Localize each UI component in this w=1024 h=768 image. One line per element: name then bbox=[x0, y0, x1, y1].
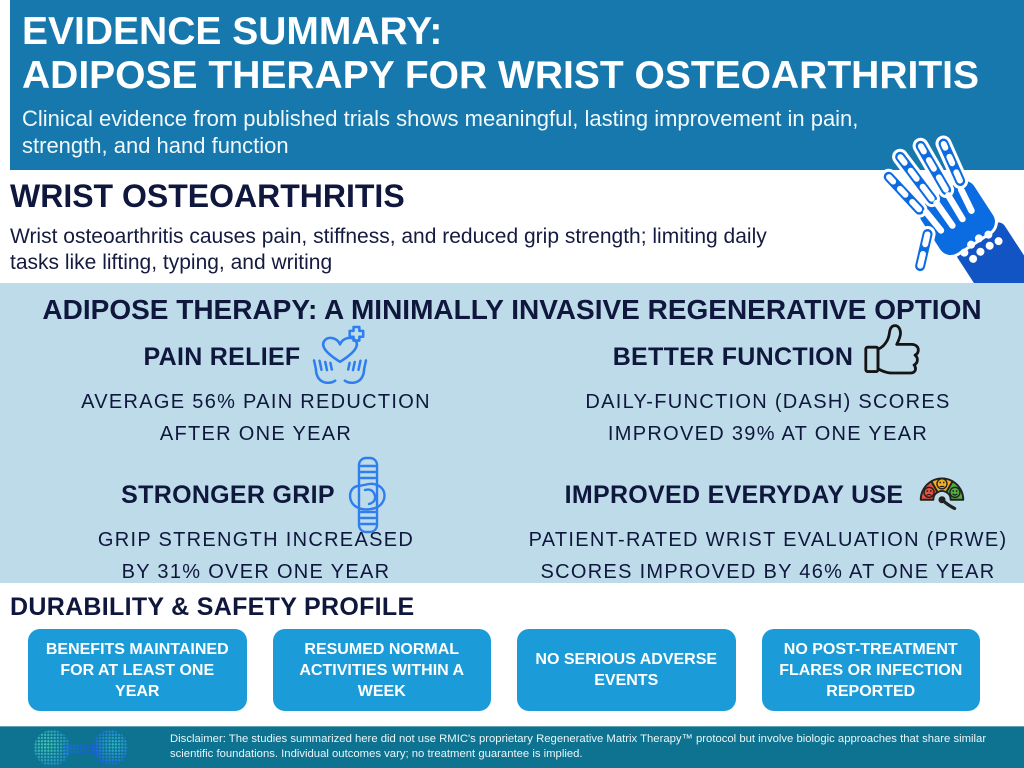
header-banner: EVIDENCE SUMMARY: ADIPOSE THERAPY FOR WR… bbox=[0, 0, 1024, 170]
benefit-stat-line1: AVERAGE 56% PAIN REDUCTION bbox=[81, 391, 431, 413]
page-title: EVIDENCE SUMMARY: ADIPOSE THERAPY FOR WR… bbox=[22, 10, 1014, 98]
safety-card-benefits-maintained: BENEFITS MAINTAINED FOR AT LEAST ONE YEA… bbox=[28, 629, 247, 711]
hands-holding-medical-heart-icon bbox=[312, 325, 367, 385]
safety-cards: BENEFITS MAINTAINED FOR AT LEAST ONE YEA… bbox=[28, 629, 980, 711]
skeletal-hand-icon bbox=[882, 135, 1024, 283]
intro-heading: WRIST OSTEOARTHRITIS bbox=[10, 178, 405, 214]
benefit-stat-line2: AFTER ONE YEAR bbox=[159, 423, 353, 445]
benefit-title: STRONGER GRIP bbox=[121, 480, 335, 509]
brand-logo bbox=[34, 730, 128, 766]
benefit-title: BETTER FUNCTION bbox=[612, 342, 854, 371]
benefit-stat-line2: IMPROVED 39% AT ONE YEAR bbox=[607, 423, 929, 445]
page-title-line1: EVIDENCE SUMMARY: bbox=[22, 10, 443, 53]
satisfaction-gauge-icon bbox=[920, 477, 965, 511]
benefit-stat-line2: SCORES IMPROVED BY 46% AT ONE YEAR bbox=[540, 561, 996, 583]
safety-card-resumed-activities: RESUMED NORMAL ACTIVITIES WITHIN A WEEK bbox=[272, 629, 491, 711]
safety-section: DURABILITY & SAFETY PROFILE BENEFITS MAI… bbox=[0, 583, 1024, 728]
therapy-heading: ADIPOSE THERAPY: A MINIMALLY INVASIVE RE… bbox=[42, 294, 982, 325]
benefit-better-function: BETTER FUNCTION DAILY-FUNCTION (DASH) SC… bbox=[512, 324, 1024, 450]
benefit-stat-line1: GRIP STRENGTH INCREASED bbox=[97, 529, 415, 551]
logo-connector-icon bbox=[63, 743, 99, 753]
safety-card-no-flares: NO POST-TREATMENT FLARES OR INFECTION RE… bbox=[761, 629, 980, 711]
benefit-improved-everyday-use: IMPROVED EVERYDAY USE bbox=[512, 472, 1024, 588]
thumbs-up-icon bbox=[864, 324, 921, 375]
logo-right-sphere-icon bbox=[92, 730, 128, 766]
disclaimer-text: Disclaimer: The studies summarized here … bbox=[170, 733, 987, 760]
page-subtitle: Clinical evidence from published trials … bbox=[22, 106, 859, 158]
intro-body-text: Wrist osteoarthritis causes pain, stiffn… bbox=[10, 225, 767, 274]
grip-dynamometer-icon bbox=[348, 456, 386, 534]
footer-bar: Disclaimer: The studies summarized here … bbox=[0, 726, 1024, 768]
page-title-line2: ADIPOSE THERAPY FOR WRIST OSTEOARTHRITIS bbox=[22, 54, 980, 97]
intro-section: WRIST OSTEOARTHRITIS Wrist osteoarthriti… bbox=[0, 170, 1024, 283]
benefit-stat-line1: DAILY-FUNCTION (DASH) SCORES bbox=[585, 391, 951, 413]
benefit-stronger-grip: STRONGER GRIP GRIP STRENGTH INCREASED B bbox=[0, 456, 512, 588]
safety-heading: DURABILITY & SAFETY PROFILE bbox=[10, 593, 415, 621]
benefit-stat-line2: BY 31% OVER ONE YEAR bbox=[121, 561, 391, 583]
skeletal-hand-illustration bbox=[882, 126, 1024, 283]
benefit-pain-relief: PAIN RELIEF bbox=[0, 325, 512, 450]
safety-card-no-adverse-events: NO SERIOUS ADVERSE EVENTS bbox=[517, 629, 736, 711]
therapy-section: ADIPOSE THERAPY: A MINIMALLY INVASIVE RE… bbox=[0, 283, 1024, 583]
benefit-title: PAIN RELIEF bbox=[143, 342, 301, 371]
benefit-grid: PAIN RELIEF bbox=[0, 324, 1024, 588]
benefit-stat-line1: PATIENT-RATED WRIST EVALUATION (PRWE) bbox=[528, 529, 1008, 551]
benefit-title: IMPROVED EVERYDAY USE bbox=[564, 480, 904, 509]
left-accent-stripe bbox=[0, 0, 10, 170]
